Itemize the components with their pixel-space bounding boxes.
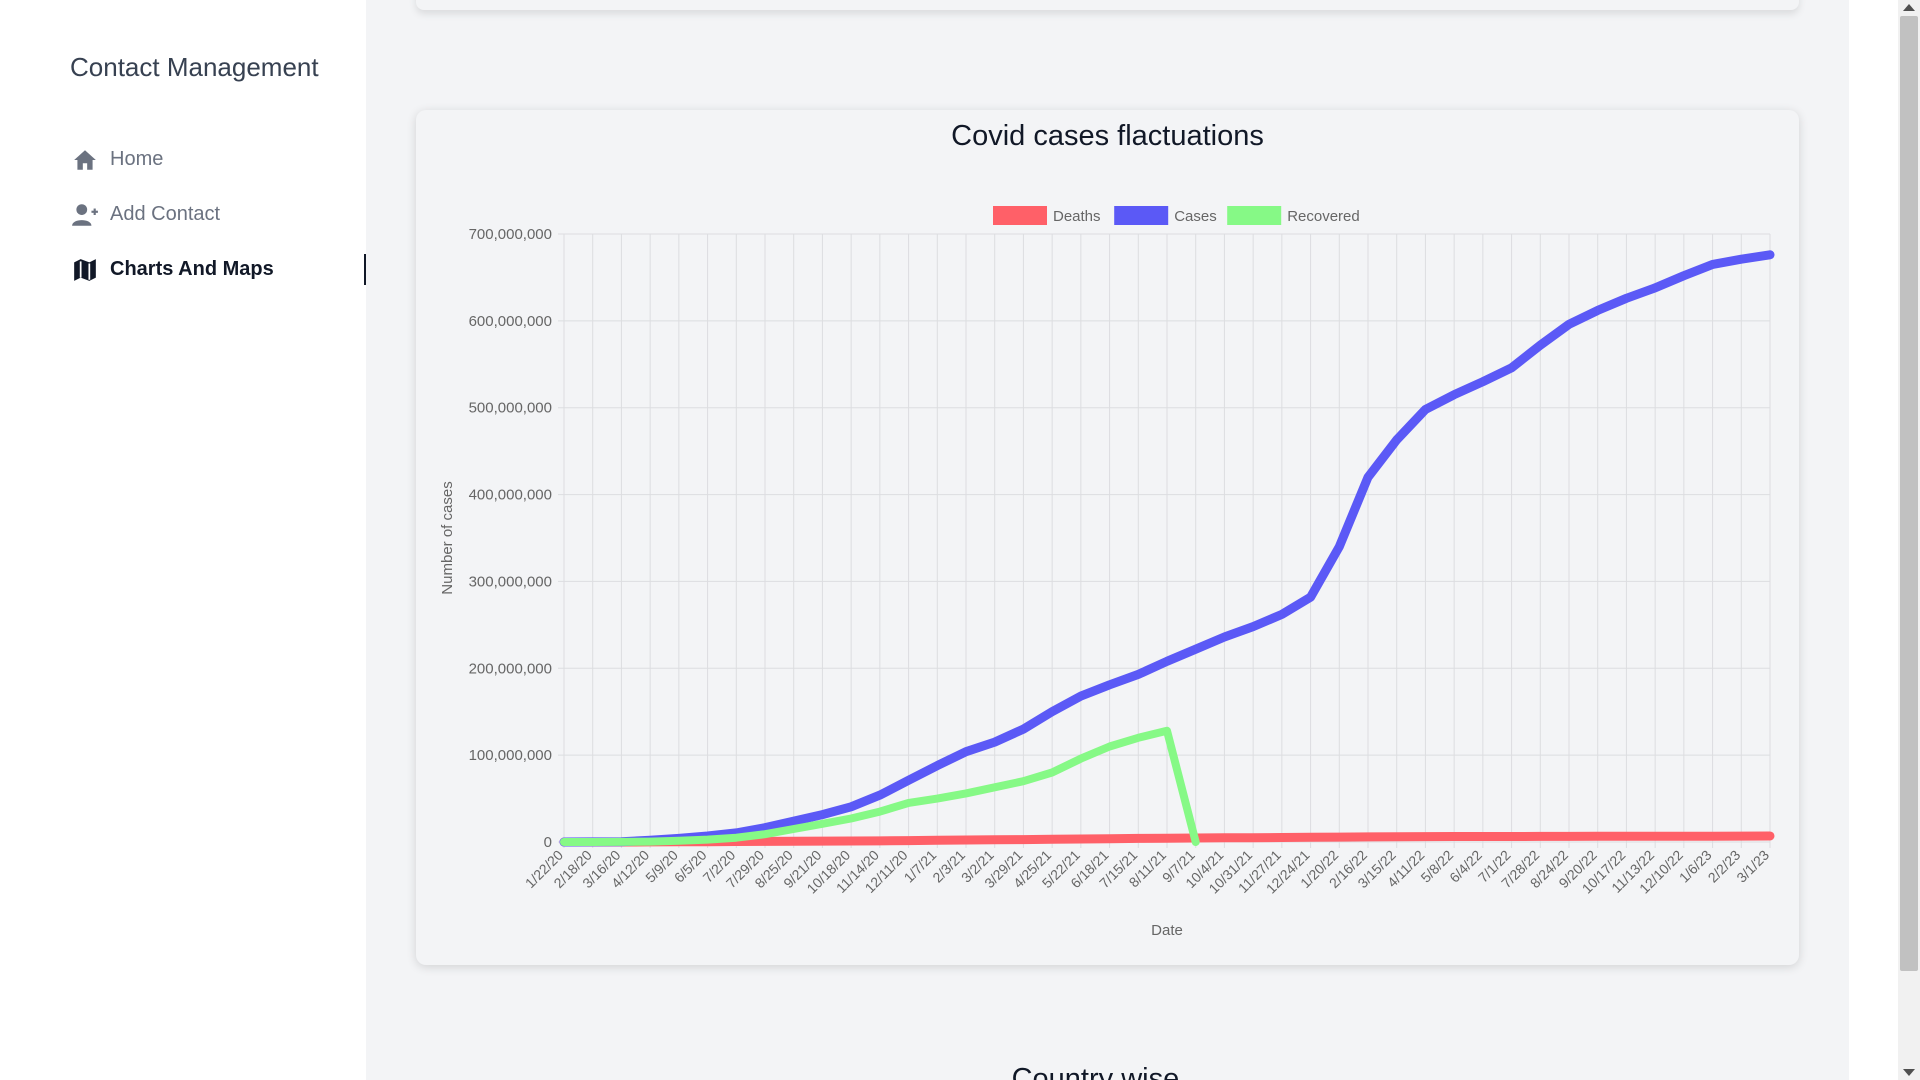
home-icon bbox=[70, 145, 100, 175]
sidebar-item-add-contact[interactable]: Add Contact bbox=[70, 187, 366, 242]
legend-label-recovered: Recovered bbox=[1287, 208, 1360, 225]
legend-label-deaths: Deaths bbox=[1053, 208, 1101, 225]
y-tick-label: 300,000,000 bbox=[469, 573, 552, 590]
sidebar-item-label: Charts And Maps bbox=[110, 258, 274, 280]
y-axis-title: Number of cases bbox=[439, 481, 456, 594]
sidebar-item-label: Home bbox=[110, 148, 164, 170]
y-tick-label: 200,000,000 bbox=[469, 660, 552, 677]
sidebar-item-label: Add Contact bbox=[110, 203, 221, 225]
sidebar-item-charts-and-maps[interactable]: Charts And Maps bbox=[70, 242, 366, 297]
chart-title: Covid cases flactuations bbox=[951, 120, 1264, 152]
scrollbar-thumb[interactable] bbox=[1900, 16, 1918, 971]
y-tick-label: 400,000,000 bbox=[469, 487, 552, 504]
app-title: Contact Management bbox=[70, 52, 319, 82]
y-tick-label: 700,000,000 bbox=[469, 226, 552, 243]
legend-swatch-recovered bbox=[1227, 206, 1282, 225]
scroll-down-arrow-icon[interactable] bbox=[1903, 1069, 1915, 1076]
x-axis-title: Date bbox=[1151, 922, 1183, 939]
x-tick-label: 3/1/23 bbox=[1733, 847, 1772, 886]
y-tick-label: 100,000,000 bbox=[469, 747, 552, 764]
y-tick-label: 0 bbox=[544, 834, 552, 851]
sidebar: Contact Management Home Add Contact Char… bbox=[0, 0, 366, 1080]
vertical-scrollbar[interactable] bbox=[1898, 0, 1920, 1080]
main-content: Covid cases flactuations 0 100,000,000 200… bbox=[366, 0, 1849, 1080]
series-line-deaths bbox=[559, 831, 1775, 847]
scroll-up-arrow-icon[interactable] bbox=[1903, 4, 1915, 11]
previous-card bbox=[416, 0, 1799, 10]
covid-line-chart: 0 100,000,000 200,000,000 300,000,000 400,00… bbox=[439, 206, 1775, 939]
y-tick-label: 600,000,000 bbox=[469, 313, 552, 330]
map-icon bbox=[70, 255, 100, 285]
legend-label-cases: Cases bbox=[1174, 208, 1217, 225]
chart-card: Covid cases flactuations 0 100,000,000 200… bbox=[416, 110, 1799, 965]
y-tick-label: 500,000,000 bbox=[469, 400, 552, 417]
legend-swatch-cases bbox=[1114, 206, 1169, 225]
user-plus-icon bbox=[70, 200, 100, 230]
sidebar-nav: Home Add Contact Charts And Maps bbox=[70, 132, 366, 297]
series-line-recovered bbox=[560, 726, 1200, 846]
right-gutter bbox=[1849, 0, 1898, 1080]
legend-swatch-deaths bbox=[993, 206, 1047, 225]
next-section-heading: Country wise... bbox=[1011, 1063, 1204, 1080]
sidebar-item-home[interactable]: Home bbox=[70, 132, 366, 187]
series-line-cases bbox=[559, 250, 1775, 847]
